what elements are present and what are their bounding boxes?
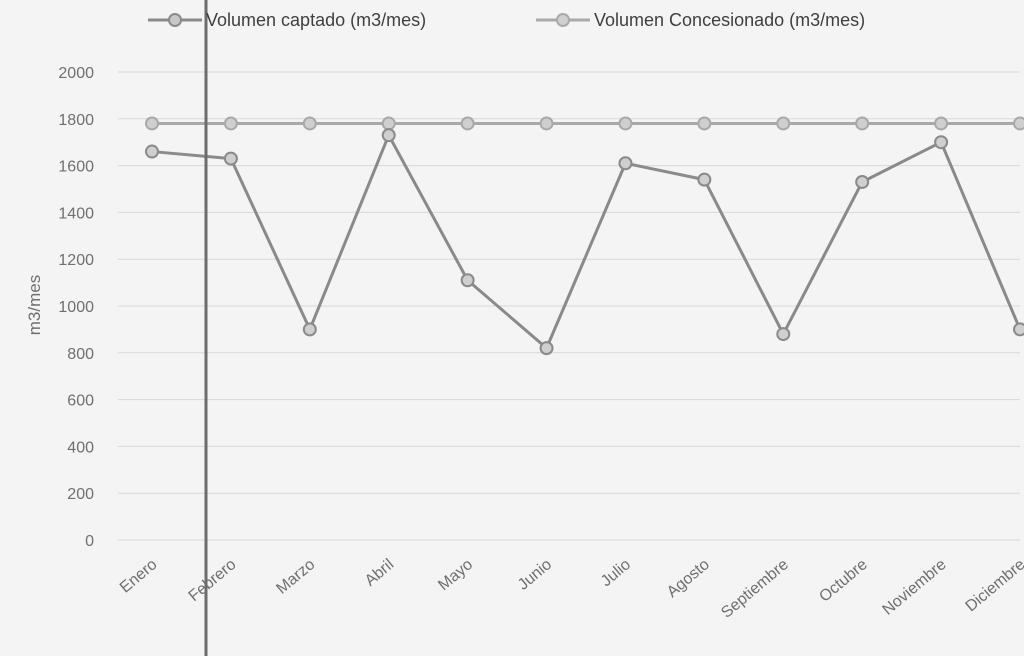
x-tick-label: Octubre (816, 556, 871, 606)
data-point (302, 322, 317, 337)
data-point (223, 116, 238, 131)
data-point (855, 116, 870, 131)
y-tick-label: 1400 (58, 205, 94, 222)
data-point (776, 116, 791, 131)
series-line-0 (151, 133, 1022, 350)
legend-item-captado: Volumen captado (m3/mes) (148, 10, 426, 30)
y-tick-label: 200 (67, 486, 94, 503)
legend-label-concesionado: Volumen Concesionado (m3/mes) (594, 10, 865, 30)
data-point (223, 151, 238, 166)
data-point (697, 116, 712, 131)
data-point (302, 116, 317, 131)
y-tick-label: 1200 (58, 252, 94, 269)
data-point (460, 273, 475, 288)
data-point (381, 128, 396, 143)
data-point (618, 156, 633, 171)
y-tick-label: 1600 (58, 159, 94, 176)
data-point (776, 327, 791, 342)
data-point (697, 172, 712, 187)
x-tick-labels: Enero Febrero Marzo Abril Mayo Junio Julio Agos… (117, 556, 1024, 622)
x-tick-label: Febrero (186, 556, 240, 605)
grid-lines (118, 71, 1020, 541)
x-tick-label: Abril (362, 556, 397, 590)
y-tick-label: 0 (85, 533, 94, 550)
y-tick-labels: 0 200 400 600 800 1000 1200 1400 1600 1800 2000 (58, 65, 94, 550)
x-tick-label: Mayo (435, 556, 476, 594)
series-1 (145, 116, 1024, 131)
data-point (1013, 116, 1024, 131)
x-tick-label: Marzo (273, 556, 318, 598)
legend: Volumen captado (m3/mes) Volumen Concesi… (148, 10, 865, 30)
data-point (539, 341, 554, 356)
data-point (1013, 322, 1024, 337)
data-point (145, 144, 159, 159)
data-point (460, 116, 475, 131)
y-tick-label: 600 (67, 393, 94, 410)
y-tick-label: 400 (67, 439, 94, 456)
data-point (539, 116, 554, 131)
y-tick-label: 1800 (58, 112, 94, 129)
legend-item-concesionado: Volumen Concesionado (m3/mes) (536, 10, 865, 30)
data-point (934, 116, 949, 131)
series-layer (145, 116, 1024, 356)
y-axis-title: m3/mes (25, 275, 44, 335)
x-tick-label: Diciembre (962, 556, 1024, 615)
data-point (934, 135, 949, 150)
x-tick-label: Enero (117, 556, 161, 597)
y-tick-label: 800 (67, 346, 94, 363)
y-tick-label: 1000 (58, 299, 94, 316)
data-point (618, 116, 633, 131)
x-tick-label: Agosto (664, 556, 713, 601)
x-tick-label: Junio (515, 556, 555, 594)
legend-label-captado: Volumen captado (m3/mes) (206, 10, 426, 30)
data-point (855, 174, 870, 189)
x-tick-label: Noviembre (879, 556, 949, 619)
data-point (145, 116, 159, 131)
x-tick-label: Septiembre (718, 556, 792, 622)
y-tick-label: 2000 (58, 65, 94, 82)
series-0 (145, 128, 1024, 356)
data-point (381, 116, 396, 131)
x-tick-label: Julio (598, 556, 634, 590)
